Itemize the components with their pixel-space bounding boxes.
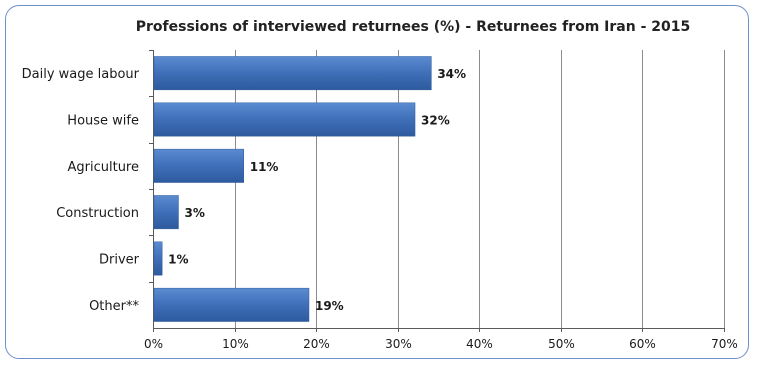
x-tick-label: 0% — [144, 337, 163, 351]
value-label: 11% — [250, 160, 279, 174]
category-label: Daily wage labour — [22, 67, 140, 82]
category-label: Driver — [99, 253, 140, 268]
grid-lines — [149, 50, 725, 332]
category-label: Agriculture — [68, 160, 140, 175]
x-tick-label: 60% — [629, 337, 656, 351]
x-tick-label: 50% — [548, 337, 575, 351]
category-label: Other** — [89, 299, 139, 314]
labels: 0% 10% 20% 30% 40% 50% 60% 70% Daily wage labour… — [22, 67, 738, 351]
bar — [153, 148, 244, 183]
value-label: 32% — [421, 114, 450, 128]
value-label: 3% — [184, 206, 204, 220]
category-label: Construction — [56, 206, 139, 221]
bar — [153, 56, 432, 91]
x-tick-label: 20% — [303, 337, 330, 351]
value-label: 1% — [168, 253, 188, 267]
value-label: 19% — [315, 299, 344, 313]
bar — [153, 102, 416, 137]
x-tick-label: 40% — [466, 337, 493, 351]
bar — [153, 195, 179, 230]
chart-title: Professions of interviewed returnees (%)… — [136, 19, 690, 35]
value-label: 34% — [437, 67, 466, 81]
x-tick-label: 30% — [385, 337, 412, 351]
bar — [153, 241, 163, 276]
category-label: House wife — [67, 114, 139, 129]
x-tick-label: 70% — [711, 337, 738, 351]
bar — [153, 287, 310, 322]
x-tick-label: 10% — [222, 337, 249, 351]
bars — [153, 56, 432, 322]
